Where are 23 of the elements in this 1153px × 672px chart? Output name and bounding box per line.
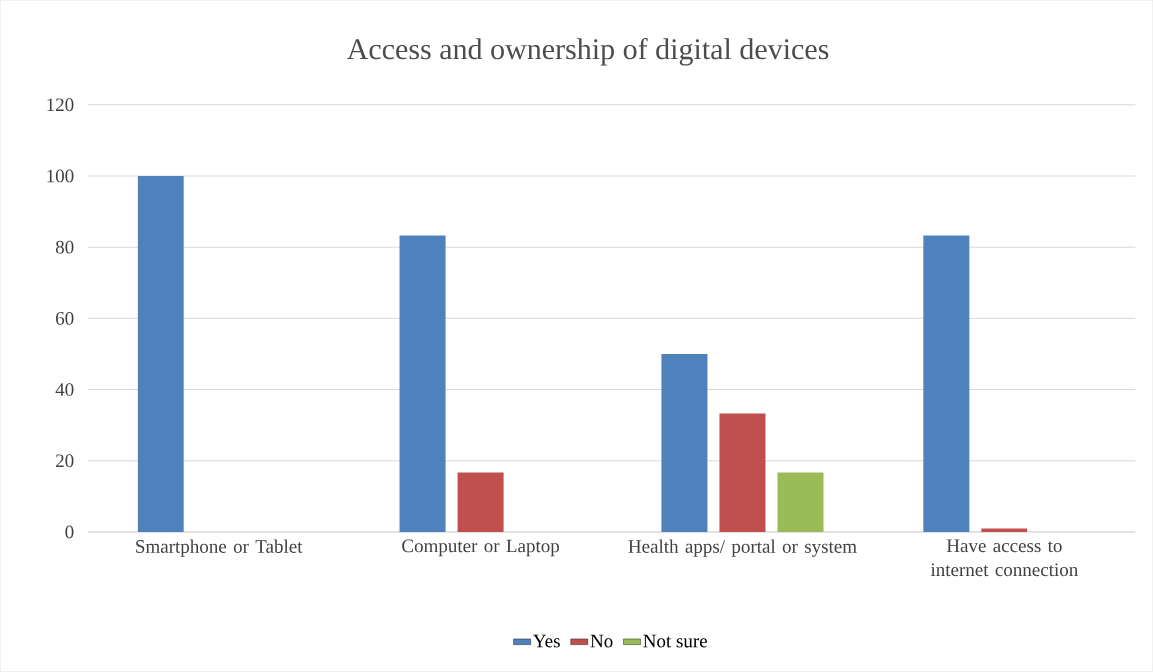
bar	[661, 354, 708, 533]
bar	[923, 235, 970, 533]
x-tick-label: Computer or Laptop	[402, 539, 560, 557]
bar	[457, 472, 504, 533]
legend-label: Yes	[533, 634, 560, 648]
y-tick-label: 80	[55, 240, 74, 254]
y-tick-label: 60	[56, 312, 74, 325]
x-tick-label: Have access to internet connection	[930, 539, 1078, 577]
legend-label: Not sure	[643, 634, 707, 648]
y-tick-label: 120	[47, 98, 74, 112]
bar	[981, 528, 1028, 533]
y-tick-label: 40	[55, 383, 74, 397]
bar	[137, 176, 184, 533]
bar	[719, 413, 766, 533]
legend-label: No	[590, 634, 613, 648]
bar	[399, 235, 446, 533]
bar	[777, 472, 824, 533]
y-tick-label: 100	[47, 169, 74, 183]
x-tick-label: Smartphone or Tablet	[136, 539, 303, 557]
y-tick-label: 20	[56, 454, 74, 468]
y-tick-label: 0	[65, 525, 74, 539]
chart-title: Access and ownership of digital devices	[347, 38, 829, 66]
x-tick-label: Health apps/ portal or system	[628, 539, 857, 557]
